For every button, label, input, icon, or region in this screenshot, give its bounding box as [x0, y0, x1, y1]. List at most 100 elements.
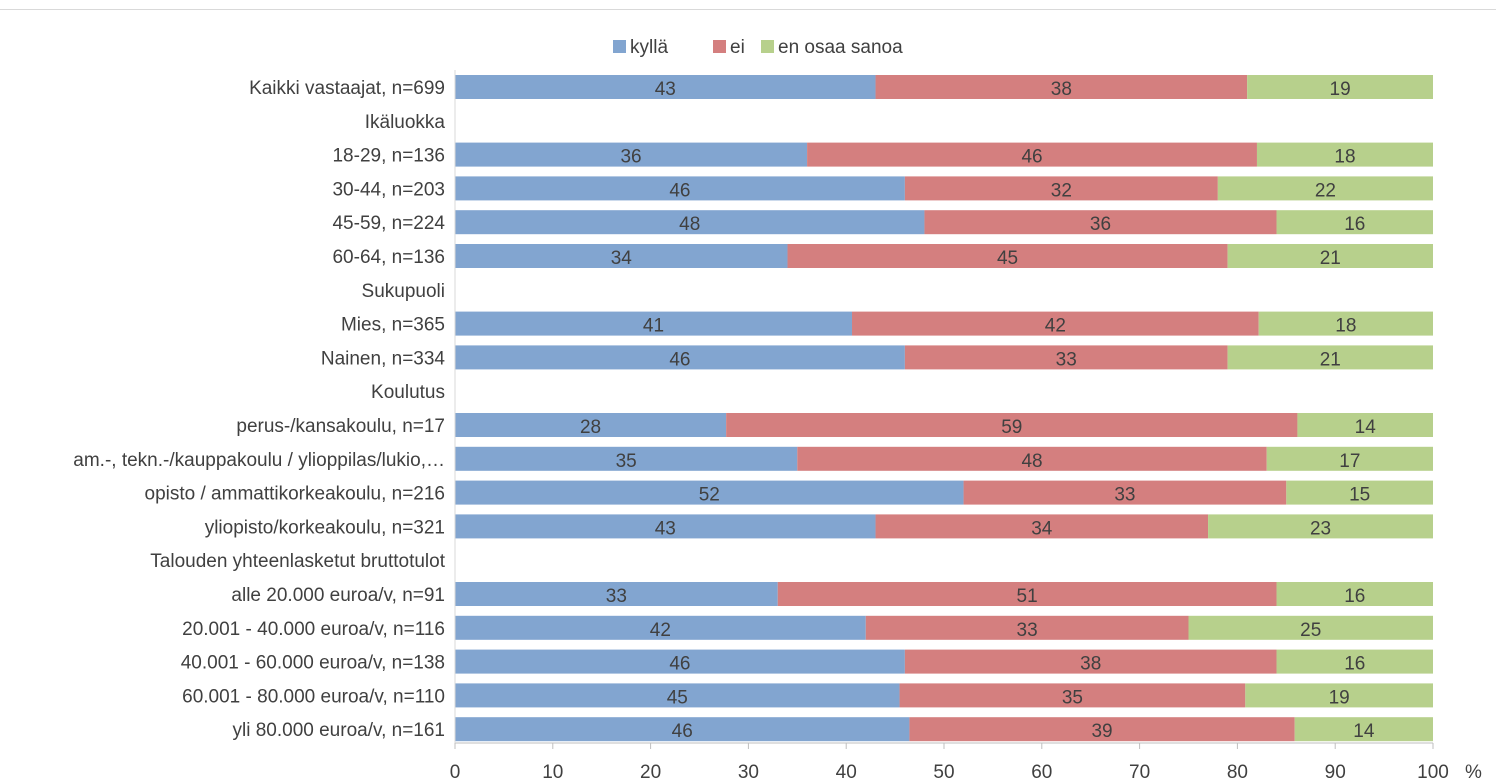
bar-segment-en-osaa-sanoa [1247, 75, 1433, 99]
value-label-en-osaa-sanoa: 14 [1355, 417, 1377, 438]
value-label-en-osaa-sanoa: 14 [1353, 721, 1375, 742]
bar-segment-en-osaa-sanoa [1208, 514, 1433, 539]
legend-swatch-kyllä [613, 40, 626, 53]
bar-segment-ei [787, 244, 1228, 268]
value-label-kyllä: 42 [650, 620, 671, 641]
x-tick-label: 0 [450, 762, 461, 783]
category-label: 30-44, n=203 [332, 179, 445, 200]
bar-segment-kyllä [455, 649, 905, 674]
bar-segment-ei [797, 446, 1267, 471]
value-label-kyllä: 41 [643, 316, 664, 337]
value-label-kyllä: 28 [580, 417, 601, 438]
value-label-ei: 59 [1001, 417, 1022, 438]
group-header-label: Koulutus [371, 382, 445, 403]
bar-segment-kyllä [455, 75, 876, 99]
value-label-ei: 35 [1062, 687, 1083, 708]
group-header-label: Talouden yhteenlasketut bruttotulot [150, 551, 445, 572]
bar-segment-kyllä [455, 142, 808, 167]
value-label-ei: 48 [1021, 451, 1042, 472]
bar-segment-kyllä [455, 480, 964, 505]
value-label-en-osaa-sanoa: 21 [1320, 248, 1341, 269]
value-label-ei: 38 [1051, 79, 1072, 100]
bar-segment-en-osaa-sanoa [1256, 142, 1433, 167]
x-tick-label: 60 [1031, 762, 1052, 783]
category-label: 20.001 - 40.000 euroa/v, n=116 [182, 619, 445, 640]
legend-label-en-osaa-sanoa: en osaa sanoa [778, 37, 903, 58]
legend-swatch-ei [713, 40, 726, 53]
value-label-en-osaa-sanoa: 18 [1335, 316, 1356, 337]
bar-segment-kyllä [455, 176, 905, 201]
legend-swatch-en-osaa-sanoa [761, 40, 774, 53]
value-label-en-osaa-sanoa: 16 [1344, 214, 1365, 235]
bar-segment-kyllä [455, 244, 788, 268]
value-label-kyllä: 43 [655, 79, 676, 100]
bar-segment-kyllä [455, 446, 798, 471]
category-label: 60.001 - 80.000 euroa/v, n=110 [182, 686, 445, 707]
value-label-ei: 45 [997, 248, 1018, 269]
x-axis-unit: % [1465, 762, 1482, 783]
value-label-ei: 33 [1056, 349, 1077, 370]
bar-segment-en-osaa-sanoa [1297, 413, 1433, 437]
x-tick-label: 90 [1325, 762, 1346, 783]
bar-segment-ei [904, 649, 1277, 674]
bar-segment-en-osaa-sanoa [1188, 615, 1433, 640]
legend-label-kyllä: kyllä [630, 37, 668, 58]
category-label: alle 20.000 euroa/v, n=91 [231, 585, 445, 606]
value-label-en-osaa-sanoa: 18 [1334, 147, 1355, 168]
value-label-ei: 34 [1031, 518, 1053, 539]
x-tick-label: 70 [1129, 762, 1150, 783]
category-label: Kaikki vastaajat, n=699 [249, 78, 445, 99]
bar-segment-kyllä [455, 683, 900, 708]
category-label: perus-/kansakoulu, n=17 [236, 416, 445, 437]
category-label: Nainen, n=334 [321, 348, 446, 369]
bar-segment-en-osaa-sanoa [1258, 311, 1433, 336]
bar-segment-ei [875, 514, 1209, 539]
value-label-kyllä: 48 [679, 214, 700, 235]
bar-segment-en-osaa-sanoa [1276, 649, 1433, 674]
category-label: Mies, n=365 [341, 315, 445, 336]
bar-segment-ei [875, 75, 1248, 99]
x-tick-label: 30 [738, 762, 759, 783]
category-label: 45-59, n=224 [332, 213, 445, 234]
value-label-kyllä: 43 [655, 518, 676, 539]
value-label-ei: 46 [1021, 147, 1042, 168]
bar-segment-ei [909, 717, 1295, 742]
bar-segment-ei [865, 615, 1189, 640]
value-label-en-osaa-sanoa: 19 [1330, 79, 1351, 100]
value-label-ei: 33 [1114, 485, 1135, 506]
bar-segment-en-osaa-sanoa [1227, 345, 1433, 370]
value-label-kyllä: 46 [672, 721, 693, 742]
bar-segment-en-osaa-sanoa [1266, 446, 1433, 471]
category-label: am.-, tekn.-/kauppakoulu / ylioppilas/lu… [73, 450, 445, 471]
value-label-kyllä: 34 [611, 248, 633, 269]
category-label: 18-29, n=136 [332, 146, 445, 167]
x-tick-label: 100 [1417, 762, 1449, 783]
value-label-kyllä: 46 [669, 349, 690, 370]
x-tick-label: 10 [542, 762, 563, 783]
value-label-kyllä: 45 [667, 687, 688, 708]
bar-segment-en-osaa-sanoa [1276, 210, 1433, 235]
bar-segment-ei [726, 413, 1298, 437]
value-label-en-osaa-sanoa: 22 [1315, 180, 1336, 201]
value-label-ei: 42 [1045, 316, 1066, 337]
category-label: yliopisto/korkeakoulu, n=321 [205, 517, 445, 538]
legend-label-ei: ei [730, 37, 745, 58]
value-label-en-osaa-sanoa: 23 [1310, 518, 1331, 539]
value-label-kyllä: 33 [606, 586, 627, 607]
value-label-ei: 39 [1091, 721, 1112, 742]
value-label-kyllä: 46 [669, 654, 690, 675]
category-label: 60-64, n=136 [332, 247, 445, 268]
bar-segment-en-osaa-sanoa [1276, 582, 1433, 606]
category-label: yli 80.000 euroa/v, n=161 [233, 720, 446, 741]
bar-segment-kyllä [455, 311, 853, 336]
bar-segment-ei [963, 480, 1287, 505]
bar-segment-kyllä [455, 345, 905, 370]
value-label-ei: 51 [1017, 586, 1038, 607]
bar-segment-en-osaa-sanoa [1217, 176, 1433, 201]
bar-segment-en-osaa-sanoa [1286, 480, 1433, 505]
x-tick-label: 20 [640, 762, 661, 783]
bar-segment-ei [899, 683, 1246, 708]
value-label-en-osaa-sanoa: 19 [1329, 687, 1350, 708]
